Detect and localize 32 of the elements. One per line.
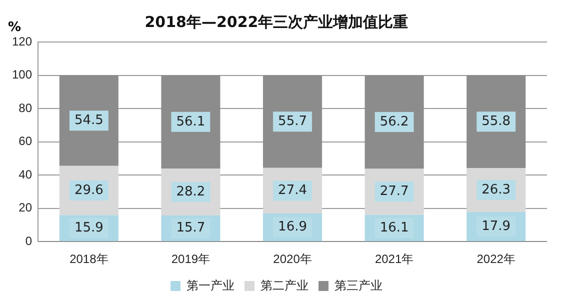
y-tick-label: 0 — [25, 234, 32, 248]
data-label: 55.7 — [278, 114, 307, 129]
x-tick-label: 2019年 — [171, 252, 210, 266]
legend-label: 第三产业 — [334, 278, 382, 292]
y-tick-label: 100 — [12, 68, 32, 82]
x-tick-label: 2022年 — [476, 252, 516, 266]
data-label: 15.7 — [176, 220, 206, 236]
data-label: 16.9 — [278, 220, 307, 235]
data-label: 55.8 — [482, 114, 511, 130]
data-label: 27.7 — [380, 184, 409, 200]
data-label: 17.9 — [482, 218, 511, 234]
legend-label: 第二产业 — [260, 278, 308, 292]
y-tick-label: 120 — [12, 34, 32, 48]
legend-label: 第一产业 — [186, 278, 234, 292]
data-label: 16.1 — [380, 220, 409, 236]
y-tick-label: 20 — [18, 200, 32, 215]
y-axis-title: % — [8, 20, 22, 35]
y-tick-label: 80 — [18, 100, 32, 115]
x-tick-label: 2020年 — [273, 252, 312, 266]
x-tick-label: 2018年 — [70, 252, 108, 266]
y-tick-label: 40 — [18, 167, 32, 182]
data-label: 56.2 — [380, 114, 409, 130]
y-tick-label: 60 — [18, 134, 32, 148]
data-label: 26.3 — [482, 182, 511, 198]
data-label: 28.2 — [176, 184, 206, 200]
data-label: 29.6 — [74, 182, 104, 198]
data-label: 54.5 — [74, 112, 104, 128]
x-tick-label: 2021年 — [374, 252, 414, 266]
data-label: 15.9 — [74, 220, 104, 236]
data-label: 27.4 — [278, 183, 307, 198]
data-label: 56.1 — [176, 114, 206, 130]
chart-title: 2018年—2022年三次产业增加值比重 — [144, 12, 408, 31]
